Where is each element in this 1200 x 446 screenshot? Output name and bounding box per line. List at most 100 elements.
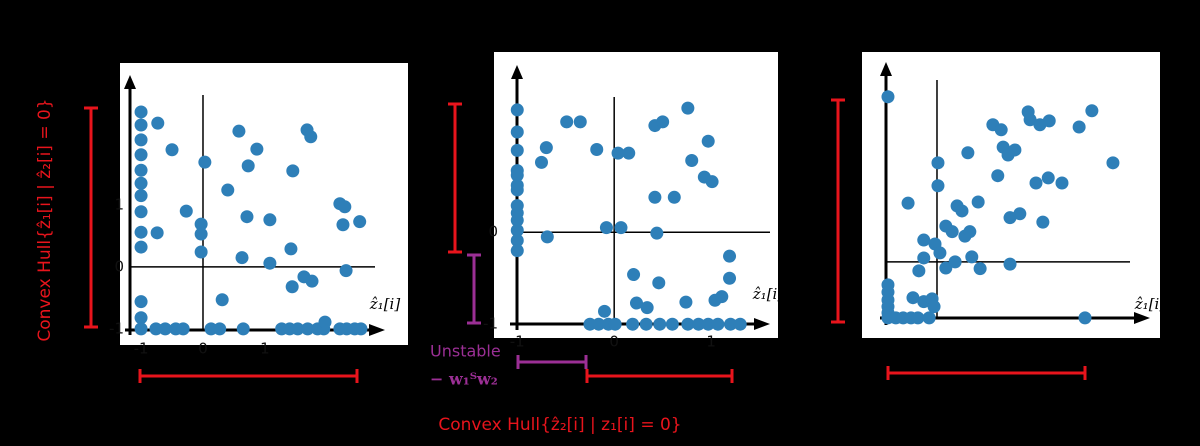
- point: [540, 230, 554, 244]
- unstable-brackets: [467, 253, 588, 369]
- axis-arrow: [369, 324, 385, 336]
- point: [681, 101, 695, 115]
- point: [134, 176, 148, 190]
- point: [510, 223, 524, 237]
- point: [881, 90, 895, 104]
- point: [1023, 113, 1037, 127]
- axis-arrow: [511, 65, 523, 79]
- point: [534, 155, 548, 169]
- point: [705, 175, 719, 189]
- point: [539, 141, 553, 155]
- point: [301, 322, 315, 336]
- point: [134, 148, 148, 162]
- x-tick-label: 0: [198, 340, 208, 358]
- point: [592, 317, 606, 331]
- point: [510, 143, 524, 157]
- point: [221, 183, 235, 197]
- point: [1055, 176, 1069, 190]
- point: [1072, 120, 1086, 134]
- point: [194, 217, 208, 231]
- point: [510, 183, 524, 197]
- point: [639, 317, 653, 331]
- point: [291, 322, 305, 336]
- point: [922, 311, 936, 325]
- point: [510, 244, 524, 258]
- point: [715, 290, 729, 304]
- point: [608, 317, 622, 331]
- point: [304, 130, 318, 144]
- point: [685, 154, 699, 168]
- point: [134, 225, 148, 239]
- point: [338, 200, 352, 214]
- point: [250, 142, 264, 156]
- left-bracket: [448, 102, 462, 254]
- point: [165, 143, 179, 157]
- point: [134, 311, 148, 325]
- axis-arrow: [1134, 312, 1150, 324]
- point: [994, 123, 1008, 137]
- left-bracket: [84, 106, 98, 329]
- point: [917, 233, 931, 247]
- point: [151, 116, 165, 130]
- point: [354, 322, 368, 336]
- point: [194, 227, 208, 241]
- point: [134, 322, 148, 336]
- point: [701, 134, 715, 148]
- point: [134, 295, 148, 309]
- point: [648, 190, 662, 204]
- point: [627, 268, 641, 282]
- point: [1085, 104, 1099, 118]
- point: [1001, 148, 1015, 162]
- bottom-bracket: [886, 366, 1087, 380]
- point: [263, 256, 277, 270]
- bottom-bracket: [585, 369, 734, 383]
- point: [510, 125, 524, 139]
- point: [626, 317, 640, 331]
- y-tick-label: 0: [488, 223, 498, 241]
- point: [1041, 171, 1055, 185]
- point: [901, 196, 915, 210]
- x-tick-label: 1: [706, 333, 716, 351]
- point: [667, 190, 681, 204]
- point: [917, 251, 931, 265]
- axis-arrow: [124, 75, 136, 89]
- point: [134, 163, 148, 177]
- point: [179, 204, 193, 218]
- point: [149, 322, 163, 336]
- point: [134, 205, 148, 219]
- point: [650, 226, 664, 240]
- point: [733, 317, 747, 331]
- point: [622, 146, 636, 160]
- x-tick-label: 0: [609, 333, 619, 351]
- point: [939, 261, 953, 275]
- point: [906, 291, 920, 305]
- point: [912, 264, 926, 278]
- point: [241, 159, 255, 173]
- point: [1042, 114, 1056, 128]
- point: [339, 264, 353, 278]
- point: [614, 221, 628, 235]
- point: [971, 195, 985, 209]
- point: [724, 317, 738, 331]
- unstable-bracket: [467, 253, 481, 325]
- point: [286, 164, 300, 178]
- point: [933, 246, 947, 260]
- point: [1036, 215, 1050, 229]
- point: [176, 322, 190, 336]
- hull-label: Convex Hull{ẑ₁[i] | ẑ₂[i] = 0}: [35, 98, 55, 341]
- point: [134, 240, 148, 254]
- point: [232, 124, 246, 138]
- x-tick-label: -1: [510, 333, 525, 351]
- point: [134, 118, 148, 132]
- x-tick-label: -1: [134, 340, 149, 358]
- point: [973, 262, 987, 276]
- point: [679, 295, 693, 309]
- point: [652, 276, 666, 290]
- x-axis-label: ẑ₁[i]: [369, 295, 401, 313]
- point: [991, 169, 1005, 183]
- point: [927, 300, 941, 314]
- point: [236, 322, 250, 336]
- axis-arrow: [880, 62, 892, 76]
- point: [656, 115, 670, 129]
